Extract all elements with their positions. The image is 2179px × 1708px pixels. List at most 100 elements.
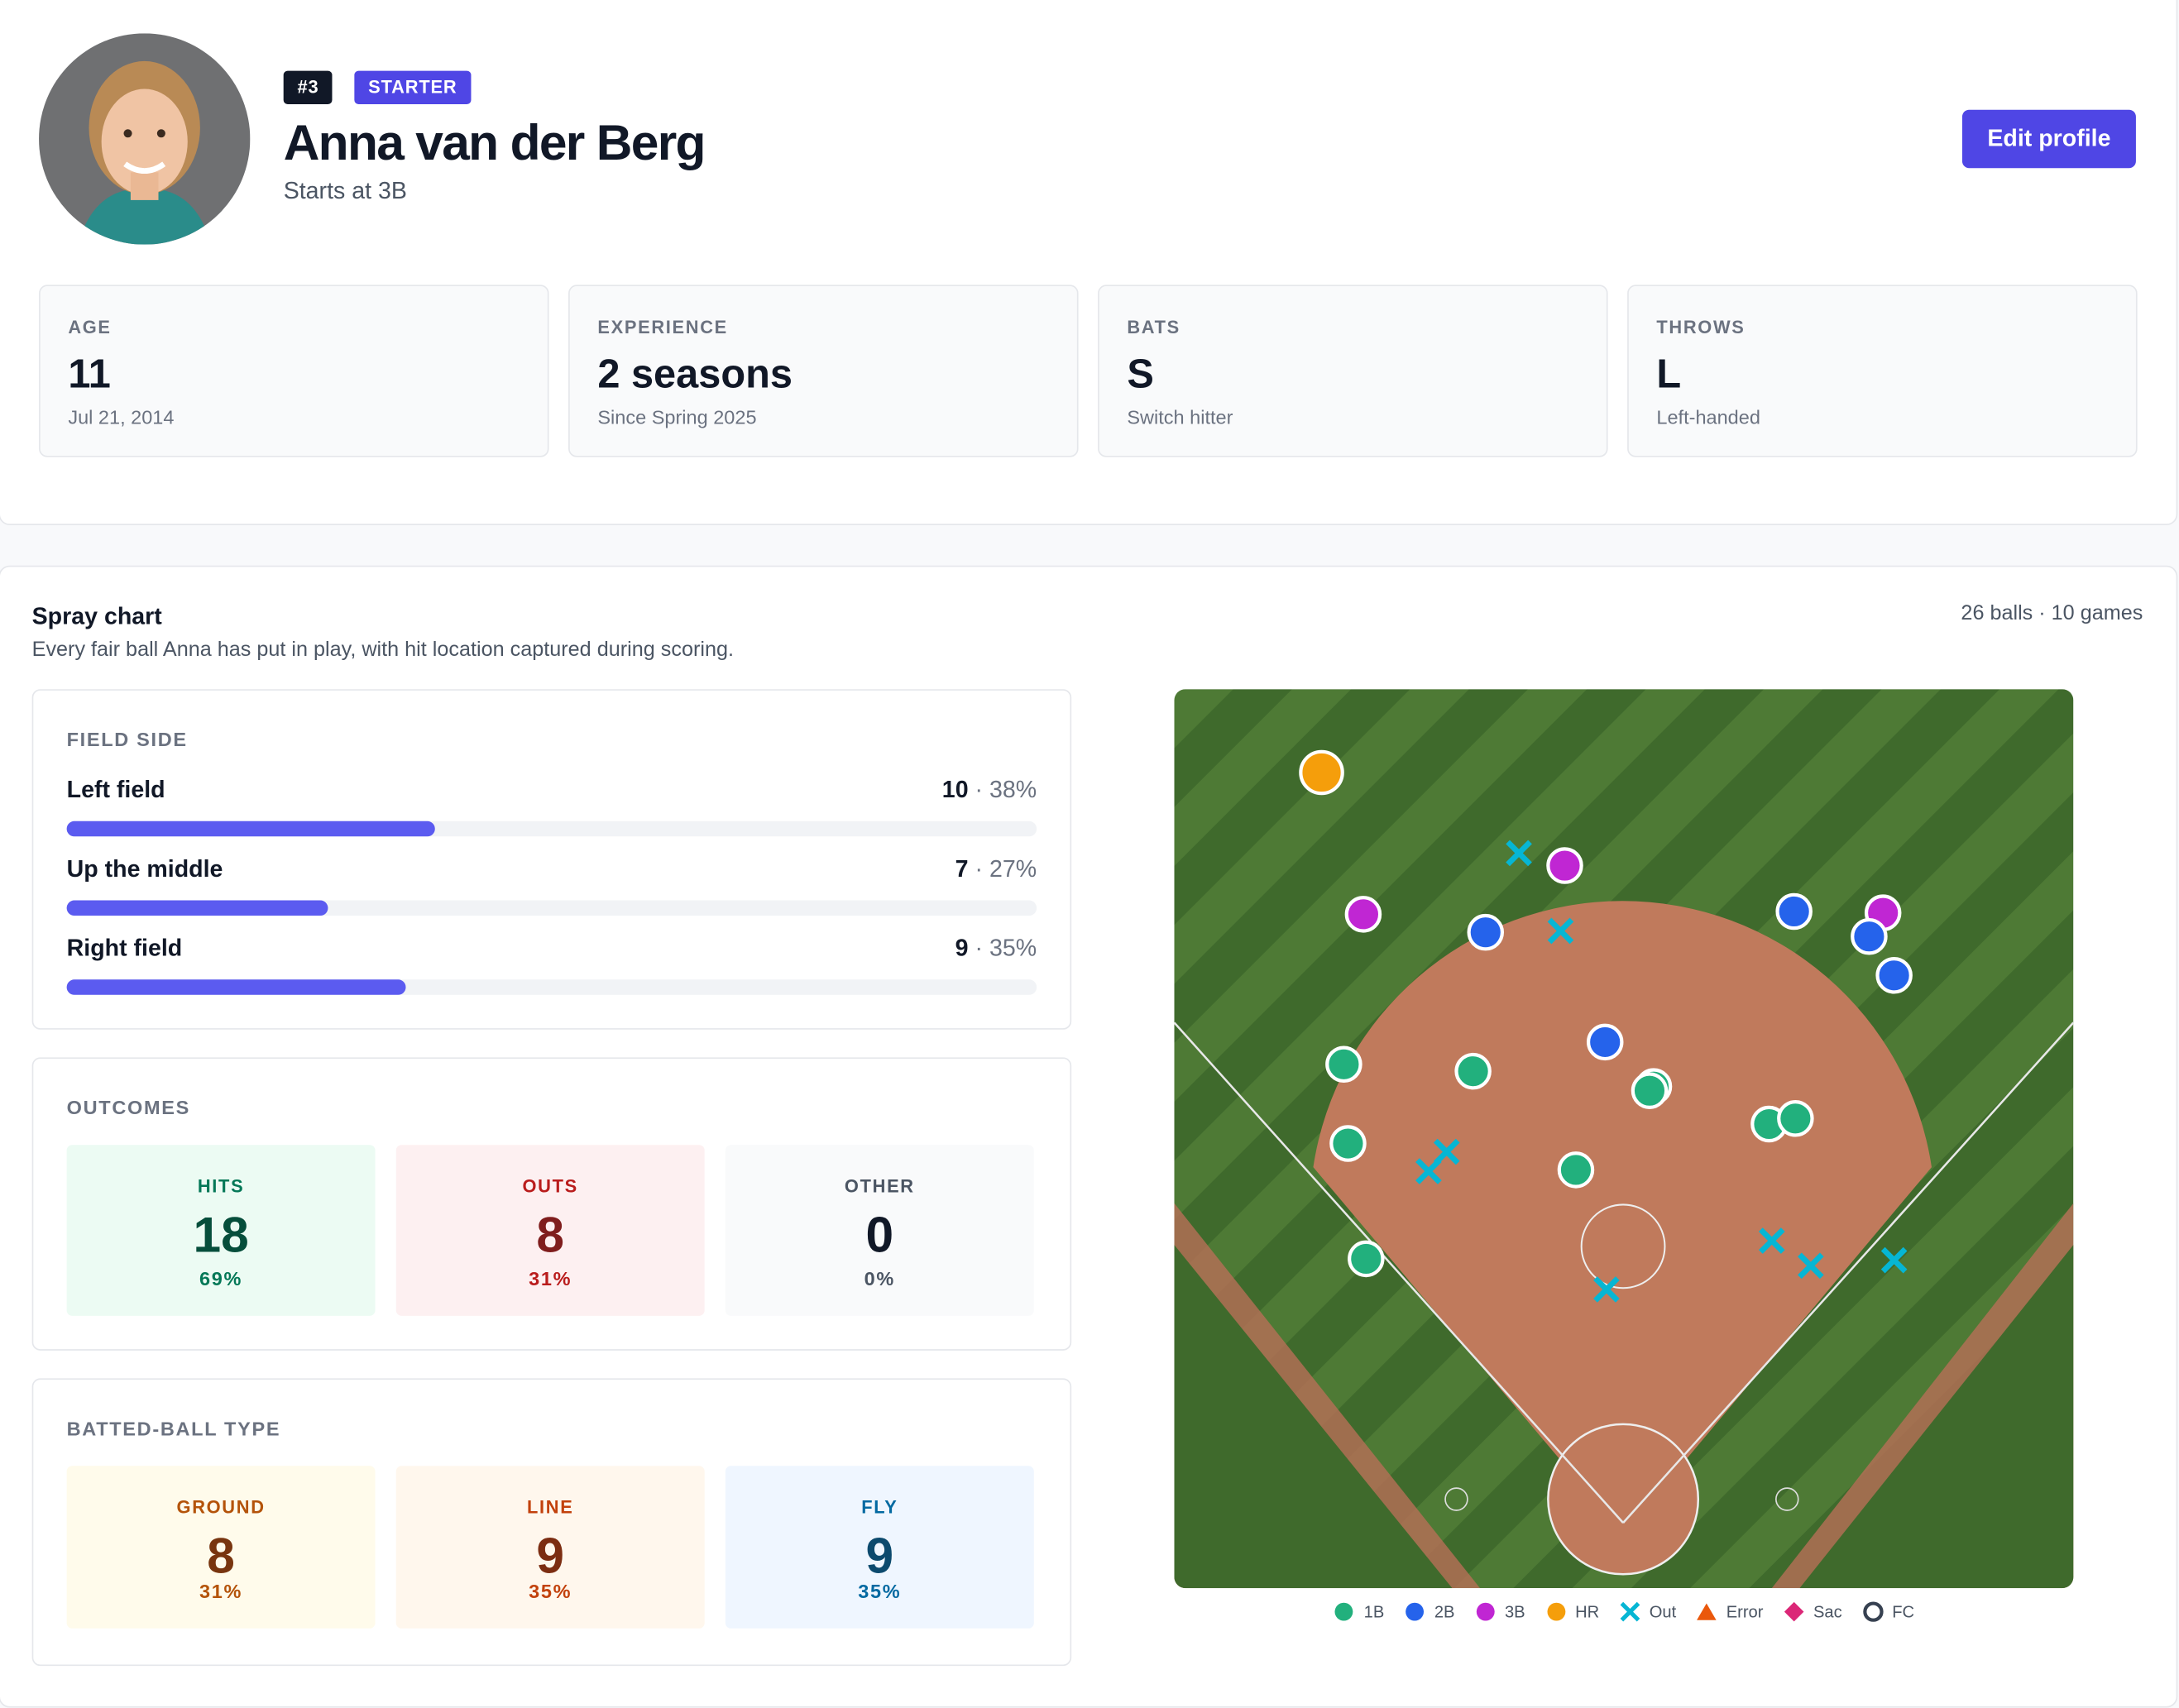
tile-value: 9 xyxy=(865,1527,894,1585)
tile-value: 9 xyxy=(536,1527,565,1585)
legend-label: HR xyxy=(1575,1601,1600,1622)
tile-percent: 69% xyxy=(199,1267,243,1289)
out-marker xyxy=(1415,1158,1442,1184)
legend-item: Error xyxy=(1696,1600,1764,1623)
out-marker xyxy=(1758,1227,1785,1254)
stat-tile: GROUND 8 31% xyxy=(66,1466,376,1629)
role-badge: STARTER xyxy=(354,70,472,104)
tile-percent: 35% xyxy=(858,1579,902,1602)
section-subtitle: Every fair ball Anna has put in play, wi… xyxy=(31,638,734,662)
tile-label: OUTS xyxy=(522,1175,578,1197)
row-value: 10 · 38% xyxy=(942,777,1037,805)
summary: 26 balls · 10 games xyxy=(1961,601,2143,625)
legend-label: Sac xyxy=(1813,1601,1842,1622)
legend-item: Sac xyxy=(1783,1600,1842,1623)
legend-label: 3B xyxy=(1504,1601,1525,1622)
legend-item: 3B xyxy=(1474,1600,1525,1623)
row-share: · 35% xyxy=(975,935,1037,962)
stat-sub: Switch hitter xyxy=(1127,405,1233,428)
stat-tile: LINE 9 35% xyxy=(395,1466,705,1629)
stat-tile: FLY 9 35% xyxy=(725,1466,1034,1629)
stat-value: 11 xyxy=(68,352,111,398)
legend-marker xyxy=(1546,1602,1565,1621)
tile-label: LINE xyxy=(526,1496,574,1518)
tile-value: 8 xyxy=(207,1527,235,1585)
stat-value: L xyxy=(1656,352,1682,398)
stat-label: THROWS xyxy=(1656,317,1746,338)
legend-marker xyxy=(1335,1602,1354,1621)
legend-marker xyxy=(1406,1602,1425,1621)
tile-percent: 35% xyxy=(529,1579,572,1602)
jersey-badge: #3 xyxy=(283,70,333,104)
stat-tile: OUTS 8 31% xyxy=(395,1145,705,1316)
legend-item: FC xyxy=(1861,1600,1914,1623)
legend-label: 1B xyxy=(1363,1601,1385,1622)
legend-label: 2B xyxy=(1434,1601,1455,1622)
player-name: Anna van der Berg xyxy=(283,113,706,171)
edit-profile-button[interactable]: Edit profile xyxy=(1961,109,2136,169)
stat-card: THROWS L Left-handed xyxy=(1627,285,2138,457)
row-count: 10 xyxy=(941,777,969,803)
section-title: Spray chart xyxy=(31,603,162,629)
stat-label: EXPERIENCE xyxy=(597,317,728,338)
tile-value: 0 xyxy=(865,1206,894,1263)
stat-tile: OTHER 0 0% xyxy=(725,1145,1034,1316)
spray-field xyxy=(1174,689,2074,1589)
stat-label: AGE xyxy=(68,317,112,338)
box-title: BATTED-BALL TYPE xyxy=(66,1417,281,1440)
out-marker xyxy=(1506,840,1532,867)
legend-label: Error xyxy=(1726,1601,1764,1622)
box-title: FIELD SIDE xyxy=(66,728,188,751)
legend-label: FC xyxy=(1892,1601,1915,1622)
bar xyxy=(66,900,329,916)
batted-box: BATTED-BALL TYPE GROUND 8 31% LINE 9 35%… xyxy=(31,1378,1072,1667)
outcomes-box: OUTCOMES HITS 18 69% OUTS 8 31% OTHER 0 … xyxy=(31,1057,1072,1351)
out-marker xyxy=(1547,917,1574,945)
row-share: · 38% xyxy=(975,777,1037,803)
legend-marker xyxy=(1697,1603,1717,1620)
legend-marker xyxy=(1620,1601,1640,1622)
bar-track xyxy=(66,821,1037,837)
stat-label: BATS xyxy=(1127,317,1180,338)
tile-label: FLY xyxy=(861,1496,898,1518)
position: Starts at 3B xyxy=(283,178,407,204)
box-title: OUTCOMES xyxy=(66,1096,190,1119)
legend-marker xyxy=(1862,1601,1883,1622)
bar-track xyxy=(66,900,1037,916)
tile-label: HITS xyxy=(197,1175,245,1197)
legend: 1B 2B 3B HR Out Error Sac FC xyxy=(1174,1600,2073,1623)
bar-track xyxy=(66,979,1037,995)
row-label: Up the middle xyxy=(66,855,223,883)
avatar xyxy=(39,33,251,245)
stat-card: AGE 11 Jul 21, 2014 xyxy=(39,285,549,457)
out-marker xyxy=(1593,1276,1620,1303)
legend-item: 1B xyxy=(1334,1600,1385,1623)
legend-item: Out xyxy=(1619,1600,1676,1623)
stat-card: BATS S Switch hitter xyxy=(1098,285,1608,457)
stat-card: EXPERIENCE 2 seasons Since Spring 2025 xyxy=(568,285,1079,457)
stat-sub: Left-handed xyxy=(1656,405,1760,428)
tile-percent: 31% xyxy=(529,1267,572,1289)
tile-value: 8 xyxy=(536,1206,565,1263)
out-marker xyxy=(1433,1138,1460,1165)
legend-marker xyxy=(1784,1601,1804,1622)
stat-sub: Since Spring 2025 xyxy=(597,405,757,428)
stat-sub: Jul 21, 2014 xyxy=(68,405,175,428)
legend-label: Out xyxy=(1649,1601,1677,1622)
row-value: 9 · 35% xyxy=(955,935,1037,964)
field-side-box: FIELD SIDE Left field 10 · 38% Up the mi… xyxy=(31,689,1072,1030)
tile-percent: 31% xyxy=(199,1579,243,1602)
row-count: 7 xyxy=(955,855,969,883)
legend-item: HR xyxy=(1544,1600,1599,1623)
stat-value: 2 seasons xyxy=(597,352,793,398)
out-marker xyxy=(1880,1246,1908,1274)
tile-label: GROUND xyxy=(176,1496,266,1518)
bar xyxy=(66,821,436,837)
tile-label: OTHER xyxy=(844,1175,915,1197)
legend-marker xyxy=(1476,1602,1495,1621)
row-share: · 27% xyxy=(975,855,1037,883)
out-marker xyxy=(1798,1252,1824,1280)
tile-value: 18 xyxy=(193,1206,249,1263)
